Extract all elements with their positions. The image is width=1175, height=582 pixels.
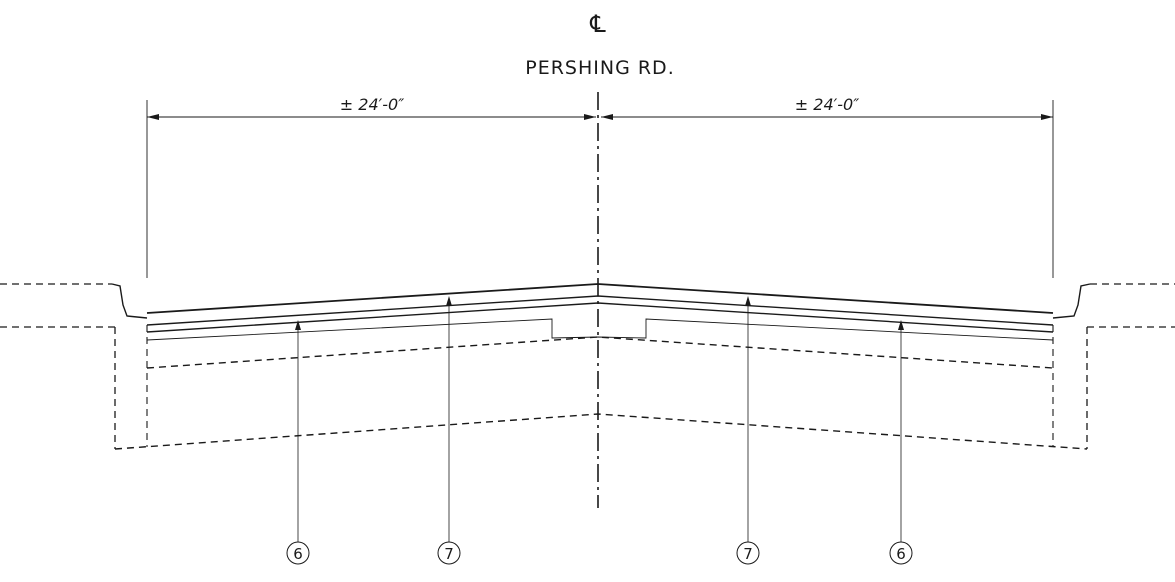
callout-6-left-number: 6 <box>293 545 303 563</box>
dimension-right: ± 24′-0″ <box>601 95 1054 278</box>
dimension-left: ± 24′-0″ <box>146 95 596 278</box>
callout-7-right: 7 <box>736 541 760 565</box>
centerline-symbol: ℄ <box>589 10 606 38</box>
dimension-left-label: ± 24′-0″ <box>340 95 404 114</box>
pavement-binder-course-top <box>146 295 1054 326</box>
subbase-line-upper <box>146 336 1054 369</box>
callout-6-right: 6 <box>889 541 913 565</box>
road-name-label: PERSHING RD. <box>525 57 674 79</box>
callout-leaders <box>295 296 904 542</box>
callout-7-left: 7 <box>437 541 461 565</box>
callout-6-left: 6 <box>286 541 310 565</box>
curb-face-right <box>1052 283 1091 319</box>
dimension-right-label: ± 24′-0″ <box>795 95 859 114</box>
base-course-bottom <box>146 318 1054 341</box>
curb-face-left <box>111 283 148 319</box>
pavement-surface-course <box>146 283 1054 314</box>
existing-curb-right <box>1086 283 1175 449</box>
pavement-binder-course-bottom <box>146 302 1054 333</box>
callout-7-right-number: 7 <box>743 545 753 563</box>
callout-6-right-number: 6 <box>896 545 906 563</box>
existing-curb-left <box>0 283 116 449</box>
callout-7-left-number: 7 <box>444 545 454 563</box>
subbase-line-lower <box>114 413 1088 450</box>
